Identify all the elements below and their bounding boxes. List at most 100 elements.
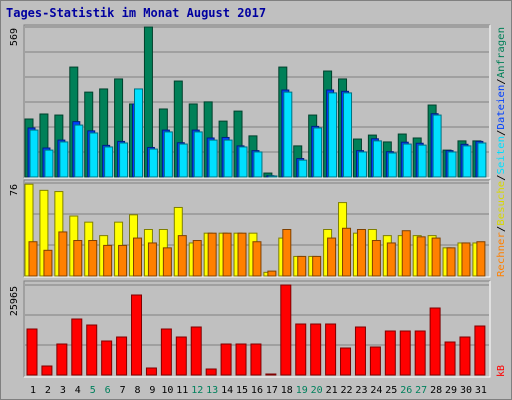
- bar: [280, 284, 292, 376]
- x-tick-label: 25: [385, 385, 397, 396]
- bar: [265, 373, 277, 376]
- x-tick-label: 9: [149, 385, 155, 396]
- bar: [103, 244, 113, 277]
- x-tick-label: 11: [176, 385, 188, 396]
- x-tick-label: 8: [134, 385, 140, 396]
- bar: [417, 144, 427, 178]
- panel-edge: [23, 24, 490, 178]
- bar: [205, 368, 217, 376]
- bar: [28, 241, 38, 277]
- bar: [282, 229, 292, 277]
- bar: [283, 91, 293, 178]
- bar: [372, 140, 382, 178]
- panel-edge: [24, 180, 491, 278]
- bar: [461, 242, 471, 277]
- bar: [101, 340, 113, 376]
- legend-separator: /: [496, 174, 507, 180]
- bar: [399, 330, 411, 376]
- x-tick-label: 27: [415, 385, 427, 396]
- bar: [89, 132, 99, 178]
- bar: [310, 323, 322, 376]
- x-tick-label: 10: [161, 385, 173, 396]
- panel-edge: [24, 281, 491, 378]
- bar: [462, 145, 472, 178]
- bar: [429, 307, 441, 376]
- bar: [474, 325, 486, 376]
- bar: [29, 129, 39, 178]
- bar: [222, 232, 232, 277]
- bar: [104, 146, 114, 178]
- bar: [41, 365, 53, 376]
- bar: [298, 159, 308, 178]
- chart-title: Tages-Statistik im Monat August 2017: [6, 6, 266, 20]
- x-tick-label: 2: [45, 385, 51, 396]
- x-tick-label: 24: [370, 385, 382, 396]
- x-tick-label: 12: [191, 385, 203, 396]
- bar: [133, 237, 143, 277]
- x-tick-label: 6: [105, 385, 111, 396]
- bar: [26, 328, 38, 376]
- bar: [223, 139, 233, 178]
- bar: [354, 326, 366, 376]
- panel-edge: [23, 179, 490, 277]
- bar: [178, 143, 188, 178]
- bar: [386, 242, 396, 277]
- bar: [384, 330, 396, 376]
- bar: [131, 294, 143, 376]
- bar: [145, 367, 157, 376]
- bar: [312, 255, 322, 277]
- bar: [118, 244, 128, 277]
- legend-separator: /: [496, 130, 507, 136]
- bar: [356, 229, 366, 277]
- x-tick-label: 22: [341, 385, 353, 396]
- bar: [327, 237, 337, 277]
- bar: [401, 230, 411, 277]
- bar: [250, 343, 262, 376]
- x-tick-label: 1: [30, 385, 36, 396]
- x-tick-label: 18: [281, 385, 293, 396]
- panel-edge: [23, 280, 490, 377]
- bar: [116, 336, 128, 376]
- x-tick-label: 28: [430, 385, 442, 396]
- legend-entry: kB: [496, 365, 507, 377]
- bar: [238, 146, 248, 178]
- bar: [192, 240, 202, 277]
- bar: [148, 148, 158, 178]
- bar: [43, 249, 53, 277]
- bar: [162, 247, 172, 277]
- legend-entry: Dateien: [496, 85, 507, 130]
- bar: [340, 347, 352, 376]
- bar: [235, 343, 247, 376]
- bar: [342, 227, 352, 277]
- bar: [444, 341, 456, 376]
- x-tick-label: 13: [206, 385, 218, 396]
- bar: [147, 242, 157, 277]
- bar: [177, 235, 187, 277]
- legend-entry: Seiten: [496, 136, 507, 174]
- x-tick-label: 5: [90, 385, 96, 396]
- bar: [207, 232, 217, 277]
- bar: [208, 139, 218, 178]
- x-tick-label: 26: [400, 385, 412, 396]
- legend-entry: Anfragen: [496, 27, 507, 78]
- x-tick-label: 21: [326, 385, 338, 396]
- legend-separator: /: [496, 226, 507, 232]
- bar: [268, 175, 278, 178]
- bar: [253, 151, 263, 178]
- bar: [371, 240, 381, 277]
- bar: [175, 336, 187, 376]
- x-tick-label: 23: [355, 385, 367, 396]
- bar: [295, 323, 307, 376]
- bar: [163, 131, 173, 178]
- bar: [73, 240, 83, 277]
- x-tick-label: 3: [60, 385, 66, 396]
- bar: [134, 88, 144, 178]
- bar: [252, 241, 262, 277]
- bar: [416, 236, 426, 277]
- x-tick-label: 30: [460, 385, 472, 396]
- bar: [313, 127, 323, 178]
- panel-edge: [24, 25, 491, 179]
- x-tick-label: 17: [266, 385, 278, 396]
- x-tick-label: 16: [251, 385, 263, 396]
- bar: [446, 247, 456, 277]
